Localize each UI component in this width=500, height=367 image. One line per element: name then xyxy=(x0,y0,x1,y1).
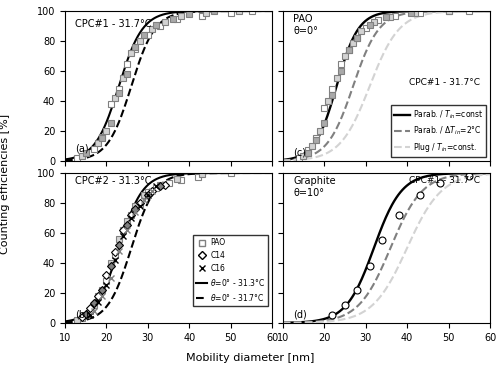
Text: CPC#2 - 31.3°C: CPC#2 - 31.3°C xyxy=(76,176,152,186)
Text: (b): (b) xyxy=(76,310,89,320)
Text: CPC#1 - 31.7°C: CPC#1 - 31.7°C xyxy=(408,176,480,185)
Legend: Parab. / $T_{in}$=const, Parab. / $\Delta T_{in}$=2°C, Plug / $T_{in}$=const.: Parab. / $T_{in}$=const, Parab. / $\Delt… xyxy=(392,105,486,157)
Text: (a): (a) xyxy=(76,143,89,153)
Text: Counting efficiencies [%]: Counting efficiencies [%] xyxy=(0,113,10,254)
Text: Mobility diameter [nm]: Mobility diameter [nm] xyxy=(186,353,314,363)
Legend: PAO, C14, C16, $\theta$=0° - 31.3°C, $\theta$=0° - 31.7°C: PAO, C14, C16, $\theta$=0° - 31.3°C, $\t… xyxy=(193,235,268,306)
Text: (d): (d) xyxy=(293,310,307,320)
Text: CPC#1 - 31.7°C: CPC#1 - 31.7°C xyxy=(408,79,480,87)
Text: PAO
θ=0°: PAO θ=0° xyxy=(293,14,318,36)
Text: (c): (c) xyxy=(293,148,306,158)
Text: CPC#1 - 31.7°C: CPC#1 - 31.7°C xyxy=(76,18,152,29)
Text: Graphite
θ=10°: Graphite θ=10° xyxy=(293,176,336,197)
